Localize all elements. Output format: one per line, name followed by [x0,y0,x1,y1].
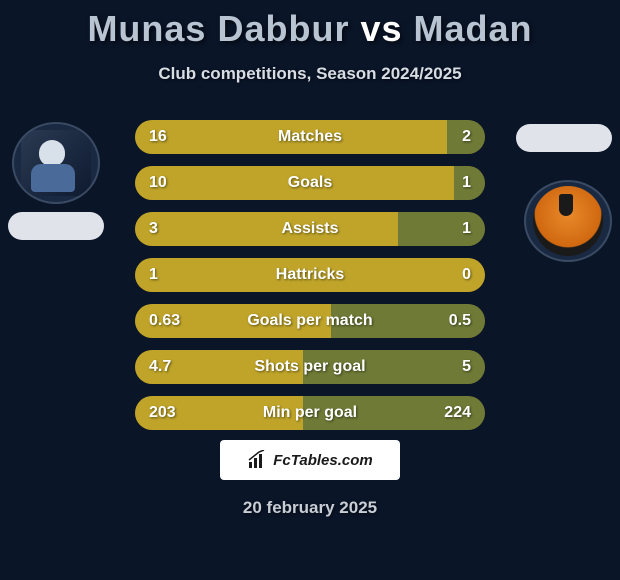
stat-value-right: 1 [462,174,471,192]
club-crest-icon [533,186,603,256]
stat-row: 203 Min per goal 224 [135,396,485,430]
player1-club-badge [8,212,104,240]
brand-text: FcTables.com [273,452,372,469]
player2-club-logo [524,180,612,262]
stat-fill-left [135,212,398,246]
comparison-title: Munas Dabbur vs Madan [0,0,620,50]
stat-value-right: 224 [444,404,471,422]
stat-label: Min per goal [263,404,357,422]
stat-label: Assists [282,220,339,238]
stat-row: 16 Matches 2 [135,120,485,154]
stat-row: 1 Hattricks 0 [135,258,485,292]
stat-value-right: 5 [462,358,471,376]
chart-icon [247,450,267,470]
stat-value-left: 16 [149,128,167,146]
footer-date: 20 february 2025 [243,498,377,518]
player-photo-icon [21,130,91,196]
stat-row: 4.7 Shots per goal 5 [135,350,485,384]
stat-value-left: 1 [149,266,158,284]
stat-value-left: 10 [149,174,167,192]
player2-avatar-block [524,180,612,262]
vs-label: vs [360,8,402,49]
stat-value-right: 0 [462,266,471,284]
stat-fill-right [398,212,486,246]
player2-name-badge [516,124,612,152]
stat-value-left: 0.63 [149,312,180,330]
stat-label: Goals per match [247,312,372,330]
stat-value-right: 2 [462,128,471,146]
stat-value-left: 4.7 [149,358,171,376]
stat-value-right: 1 [462,220,471,238]
player2-name: Madan [414,8,533,49]
stat-value-left: 203 [149,404,176,422]
brand-badge: FcTables.com [220,440,400,480]
stat-row: 10 Goals 1 [135,166,485,200]
player1-avatar-block [8,122,104,240]
stat-value-right: 0.5 [449,312,471,330]
stat-label: Goals [288,174,332,192]
stat-row: 0.63 Goals per match 0.5 [135,304,485,338]
player1-name: Munas Dabbur [87,8,349,49]
stat-value-left: 3 [149,220,158,238]
stats-comparison-bars: 16 Matches 2 10 Goals 1 3 Assists 1 1 Hattricks 0 0.… [135,120,485,442]
stat-label: Matches [278,128,342,146]
season-subtitle: Club competitions, Season 2024/2025 [0,64,620,84]
stat-row: 3 Assists 1 [135,212,485,246]
player1-avatar [12,122,100,204]
stat-label: Shots per goal [254,358,365,376]
stat-label: Hattricks [276,266,344,284]
